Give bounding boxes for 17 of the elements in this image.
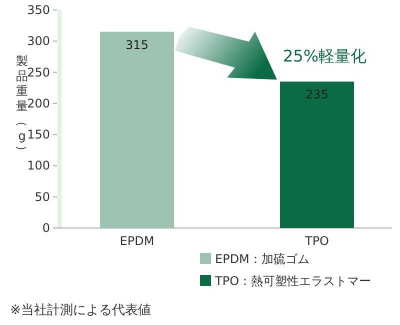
data-label: 315 (126, 38, 148, 52)
y-tick-label: 250 (27, 65, 50, 80)
annotation: 25%軽量化 (283, 46, 367, 66)
text: ※当社計測による代表値 (10, 303, 151, 318)
y-tick-label: 50 (34, 190, 50, 204)
y-tick-label: 0 (42, 221, 50, 235)
y-tick-label: 200 (27, 96, 50, 110)
x-tick-label: TPO (304, 234, 330, 248)
y-tick-label: 150 (27, 128, 50, 142)
data-label: 235 (306, 88, 328, 102)
y-axis-title: 製品重量（g） (15, 54, 29, 157)
legend-label: EPDM：加硫ゴム (215, 252, 310, 266)
y-tick-label: 300 (27, 34, 50, 48)
y-tick-label: 350 (27, 3, 50, 17)
x-tick-label: EPDM (120, 234, 154, 248)
legend-label: TPO：熱可塑性エラストマー (214, 274, 372, 288)
y-tick-label: 100 (27, 158, 50, 173)
